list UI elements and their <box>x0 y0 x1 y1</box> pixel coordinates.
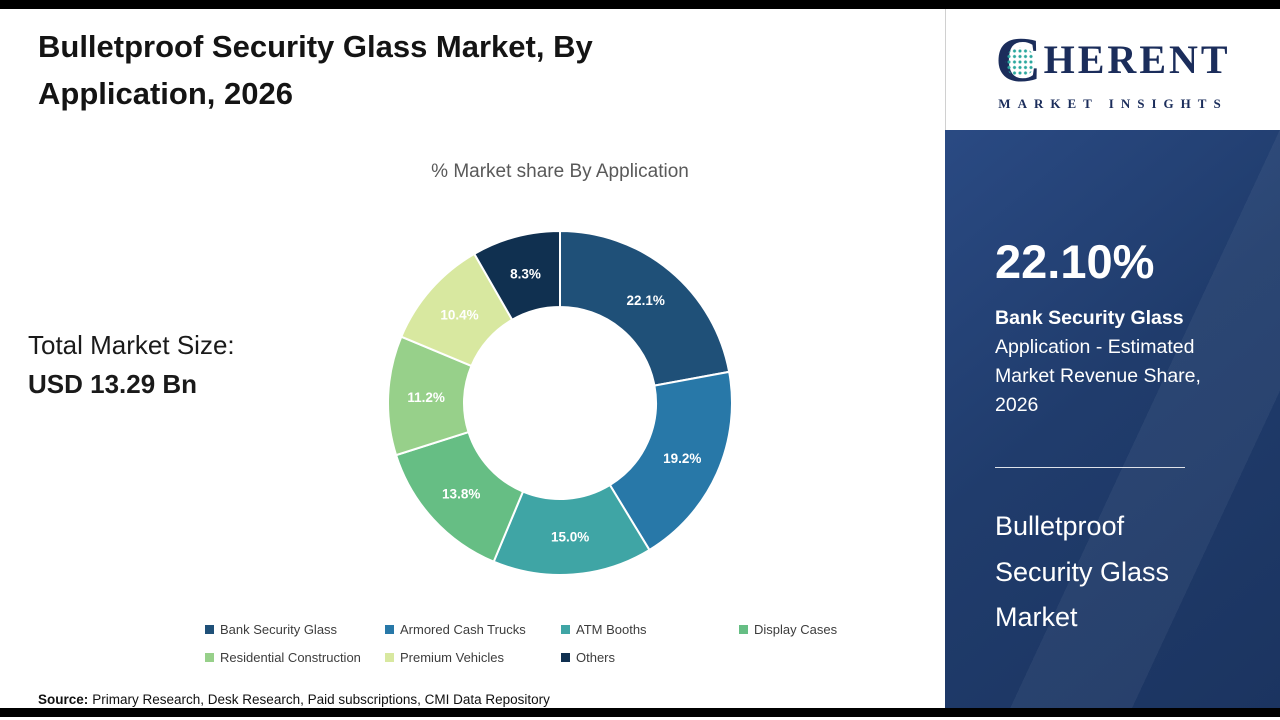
legend-item-4: Residential Construction <box>205 650 385 665</box>
legend-label: Premium Vehicles <box>400 650 505 665</box>
legend-marker-icon <box>385 653 394 662</box>
donut-chart-svg: 22.1% 19.2% 15.0% 13.8% 11.2% 10.4% 8.3% <box>387 229 733 576</box>
chart-legend: Bank Security Glass Armored Cash Trucks AT… <box>205 622 837 665</box>
brand-logo-tagline: MARKET INSIGHTS <box>998 95 1228 111</box>
highlight-stat-segment: Bank Security Glass <box>995 306 1184 329</box>
legend-item-3: Display Cases <box>739 622 837 637</box>
chart-subtitle: % Market share By Application <box>431 161 689 182</box>
legend-label: Armored Cash Trucks <box>400 622 526 637</box>
legend-marker-icon <box>385 625 394 634</box>
donut-slice-label-1: 19.2% <box>663 451 701 466</box>
page-title: Bulletproof Security Glass Market, By Ap… <box>38 29 593 111</box>
highlight-stat-description: Bank Security Glass Application - Estimat… <box>995 304 1233 421</box>
legend-label: Residential Construction <box>220 650 361 665</box>
legend-item-1: Armored Cash Trucks <box>385 622 561 637</box>
highlight-stat-value: 22.10% <box>995 235 1155 288</box>
dotted-globe-icon <box>1004 47 1035 77</box>
source-label: Source: <box>38 692 89 707</box>
panel-divider <box>995 466 1185 468</box>
brand-logo-wordmark: HERENT <box>1043 37 1231 82</box>
donut-slice-0 <box>559 229 731 387</box>
legend-marker-icon <box>739 625 748 634</box>
legend-label: Others <box>576 650 616 665</box>
legend-marker-icon <box>205 653 214 662</box>
bottom-border-bar <box>0 708 1280 717</box>
donut-slice-label-6: 8.3% <box>510 267 541 282</box>
total-market-size-label: Total Market Size: <box>28 330 235 360</box>
panel-market-title: Bulletproof Security Glass Market <box>995 510 1170 633</box>
legend-label: Bank Security Glass <box>220 622 338 637</box>
brand-logo-row: C HERENT <box>995 27 1231 92</box>
legend-label: Display Cases <box>754 622 838 637</box>
source-text: Primary Research, Desk Research, Paid su… <box>92 692 550 707</box>
legend-marker-icon <box>205 625 214 634</box>
right-panel: C HERENT MARKET INSIGHTS 22.10% Bank Sec… <box>945 9 1280 717</box>
donut-slice-label-0: 22.1% <box>627 293 665 308</box>
legend-marker-icon <box>561 653 570 662</box>
donut-slice-label-2: 15.0% <box>551 530 589 545</box>
donut-slice-label-5: 10.4% <box>440 307 478 322</box>
legend-item-6: Others <box>561 650 739 665</box>
legend-item-5: Premium Vehicles <box>385 650 561 665</box>
brand-logo: C HERENT MARKET INSIGHTS <box>945 9 1280 130</box>
legend-label: ATM Booths <box>576 622 647 637</box>
source-note: Source: Primary Research, Desk Research, … <box>38 692 550 707</box>
legend-item-2: ATM Booths <box>561 622 739 637</box>
top-border-bar <box>0 0 1280 9</box>
highlight-stat-caption: Application - Estimated Market Revenue S… <box>995 335 1201 417</box>
highlight-panel: 22.10% Bank Security Glass Application - … <box>945 130 1280 717</box>
donut-slice-label-4: 11.2% <box>407 390 445 405</box>
legend-marker-icon <box>561 625 570 634</box>
total-market-size: Total Market Size: USD 13.29 Bn <box>28 326 235 404</box>
donut-slice-6 <box>472 229 561 322</box>
donut-slice-label-3: 13.8% <box>442 487 480 502</box>
donut-chart: 22.1% 19.2% 15.0% 13.8% 11.2% 10.4% 8.3% <box>385 228 735 578</box>
total-market-size-value: USD 13.29 Bn <box>28 369 198 399</box>
legend-item-0: Bank Security Glass <box>205 622 385 637</box>
